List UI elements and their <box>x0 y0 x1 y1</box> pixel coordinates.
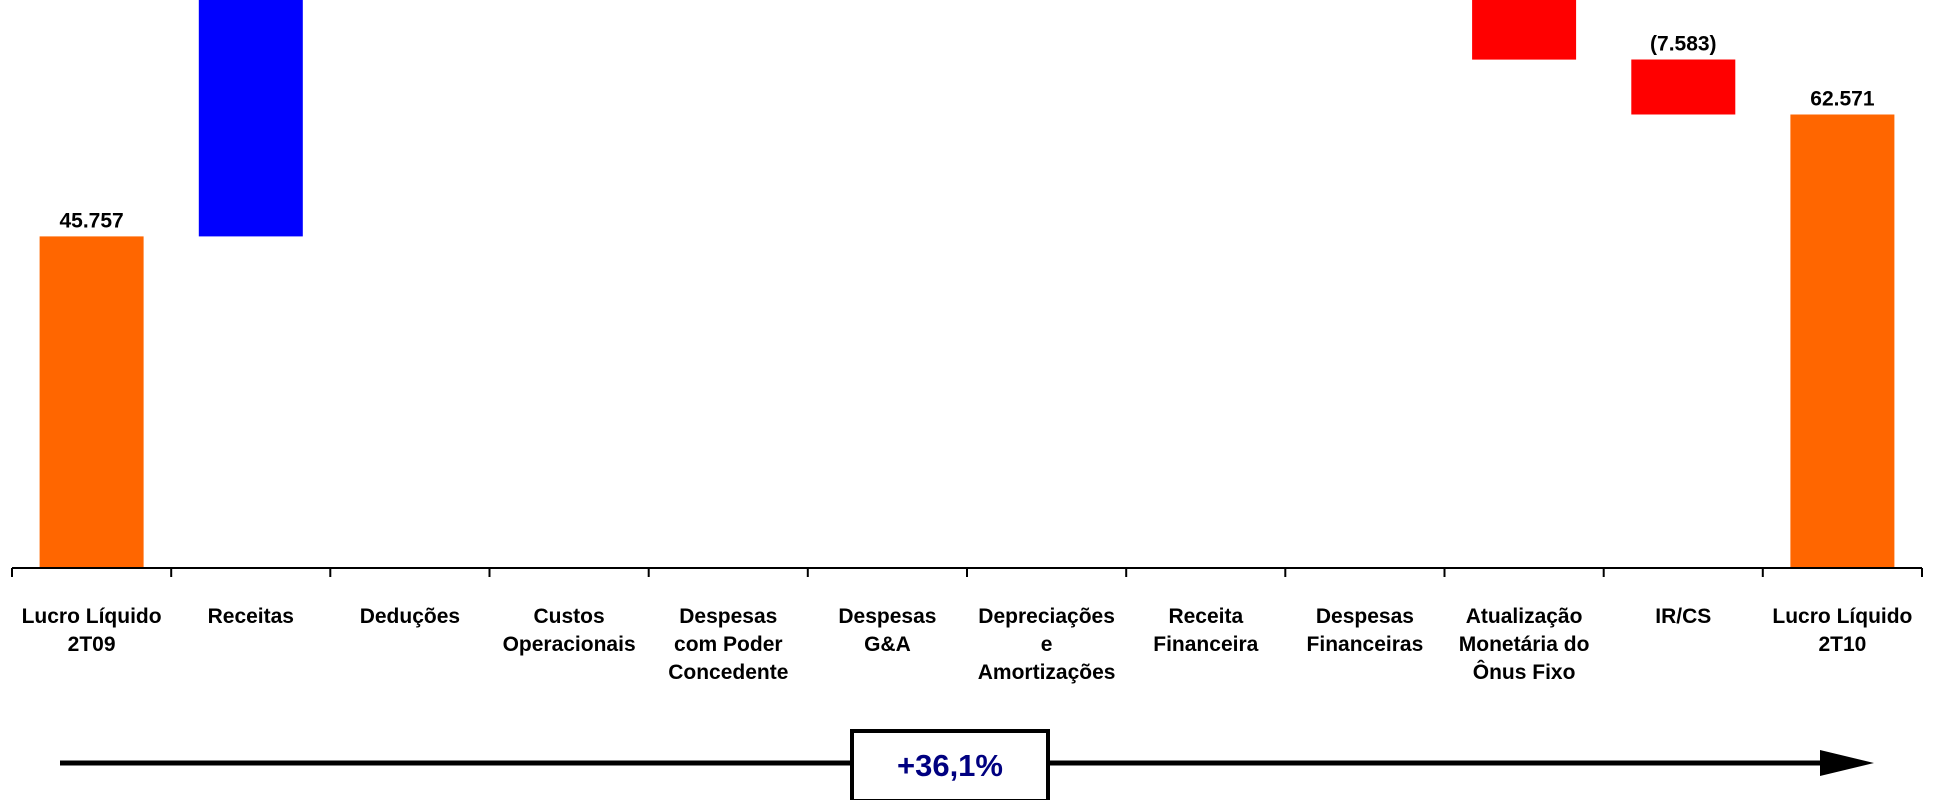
data-label: 45.757 <box>59 209 123 232</box>
category-label: Receitas <box>208 605 294 628</box>
bars-layer <box>39 0 1895 568</box>
x-axis <box>11 567 1923 577</box>
category-label: Receita <box>1168 605 1243 628</box>
category-label: Deduções <box>360 605 460 628</box>
bar <box>198 0 303 237</box>
category-label: Financeira <box>1153 633 1258 656</box>
category-label: Operacionais <box>503 633 636 656</box>
growth-label: +36,1% <box>897 748 1003 783</box>
category-label: Despesas <box>1316 605 1414 628</box>
data-label: 62.571 <box>1810 88 1875 111</box>
category-label: Despesas <box>838 605 936 628</box>
category-labels-layer: Lucro Líquido 2T09 Receitas Deduções Custos O… <box>22 605 1913 684</box>
category-label: com Poder <box>674 633 783 656</box>
category-label: IR/CS <box>1655 605 1711 628</box>
category-label: Depreciações <box>978 605 1115 628</box>
category-label: 2T10 <box>1818 633 1866 656</box>
growth-box <box>850 729 1050 800</box>
category-label: 2T09 <box>68 633 116 656</box>
bar <box>1631 59 1736 115</box>
growth-arrow-head <box>1820 750 1874 776</box>
category-label: Lucro Líquido <box>22 605 162 628</box>
bar <box>39 236 144 568</box>
bar <box>1472 0 1577 60</box>
category-label: Amortizações <box>978 661 1116 684</box>
category-label: Financeiras <box>1307 633 1424 656</box>
category-label: Despesas <box>679 605 777 628</box>
data-label: (7.583) <box>1650 33 1717 56</box>
category-label: Concedente <box>668 661 788 684</box>
category-label: Atualização <box>1466 605 1583 628</box>
category-label: G&A <box>864 633 911 656</box>
category-label: Monetária do <box>1459 633 1590 656</box>
category-label: e <box>1041 633 1053 656</box>
category-label: Custos <box>534 605 605 628</box>
category-label: Lucro Líquido <box>1772 605 1912 628</box>
growth-arrow: +36,1% <box>60 729 1874 800</box>
bar <box>1790 114 1895 568</box>
data-labels-layer: 45.75778.489(7.796)(5.764)(554)1.738(18.… <box>59 33 1875 233</box>
category-label: Ônus Fixo <box>1473 660 1576 684</box>
